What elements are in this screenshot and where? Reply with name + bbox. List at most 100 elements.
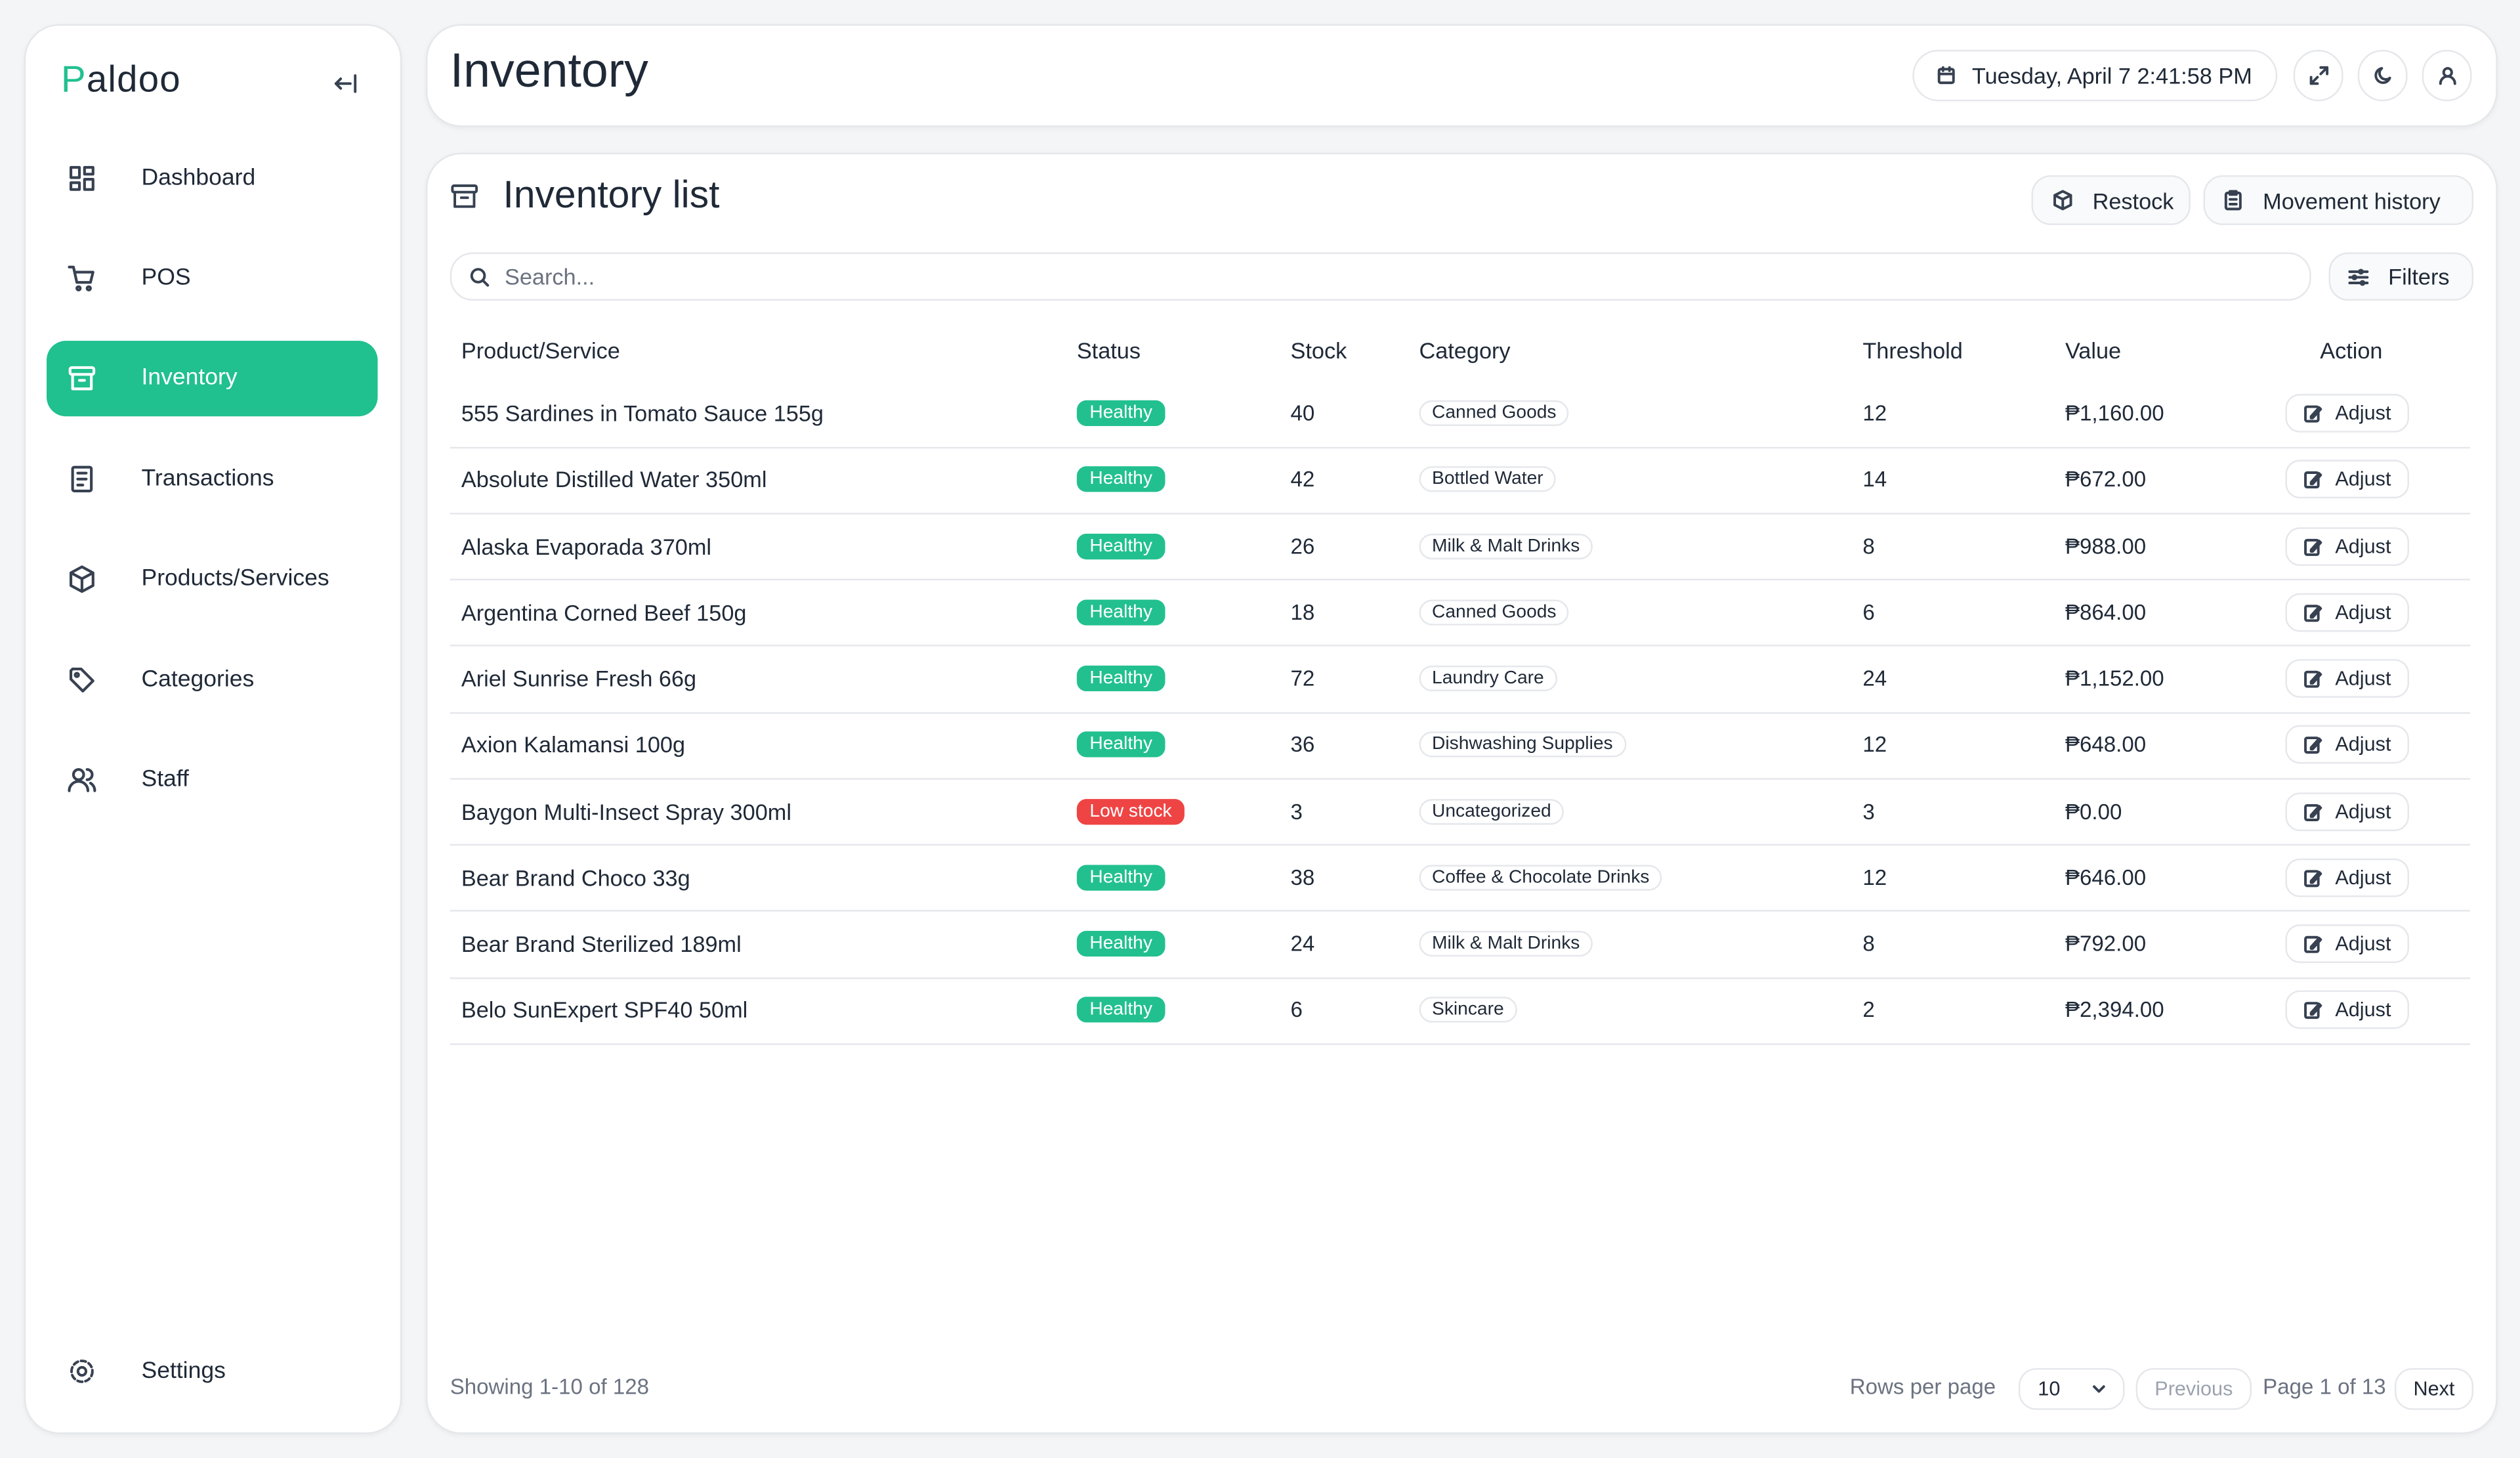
adjust-icon (2304, 1002, 2322, 1019)
nav-item[interactable]: POS (47, 240, 377, 316)
status-badge: Healthy (1076, 997, 1166, 1023)
column-header: Stock (1290, 337, 1347, 364)
adjust-button[interactable]: Adjust (2285, 792, 2409, 830)
adjust-button[interactable]: Adjust (2285, 460, 2409, 499)
previous-button[interactable]: Previous (2135, 1368, 2252, 1410)
product-name: Absolute Distilled Water 350ml (461, 466, 767, 493)
adjust-button[interactable]: Adjust (2285, 725, 2409, 764)
nav-label: Staff (141, 766, 189, 793)
product-name: Belo SunExpert SPF40 50ml (461, 997, 748, 1023)
threshold: 6 (1862, 600, 1875, 624)
category-tag: Skincare (1419, 997, 1517, 1023)
adjust-button[interactable]: Adjust (2285, 924, 2409, 963)
status-badge: Healthy (1076, 930, 1166, 957)
adjust-icon (2304, 604, 2322, 622)
adjust-button[interactable]: Adjust (2285, 659, 2409, 698)
adjust-icon (2304, 737, 2322, 754)
product-name: Baygon Multi-Insect Spray 300ml (461, 798, 791, 825)
adjust-label: Adjust (2335, 601, 2391, 624)
nav-icon (69, 666, 94, 692)
adjust-icon (2304, 538, 2322, 555)
row-divider (450, 1042, 2471, 1045)
nav-icon (69, 565, 94, 593)
rows-per-page-select[interactable]: 10 (2018, 1368, 2125, 1410)
page-indicator: Page 1 of 13 (2263, 1374, 2386, 1399)
status-badge: Healthy (1076, 665, 1166, 692)
product-name: Axion Kalamansi 100g (461, 731, 686, 758)
adjust-label: Adjust (2335, 866, 2391, 889)
status-badge: Low stock (1076, 798, 1185, 825)
theme-button[interactable] (2357, 49, 2408, 102)
adjust-label: Adjust (2335, 534, 2391, 557)
settings-link[interactable]: Settings (47, 1333, 377, 1408)
adjust-button[interactable]: Adjust (2285, 526, 2409, 565)
adjust-label: Adjust (2335, 800, 2391, 823)
status-badge: Healthy (1076, 466, 1166, 493)
category-tag: Milk & Malt Drinks (1419, 532, 1593, 559)
adjust-icon (2304, 803, 2322, 821)
category-tag: Laundry Care (1419, 665, 1557, 692)
fullscreen-button[interactable] (2293, 49, 2343, 102)
nav-item[interactable]: Transactions (47, 440, 377, 516)
value: ₱1,152.00 (2065, 666, 2164, 691)
adjust-icon (2304, 471, 2322, 489)
adjust-icon (2304, 869, 2322, 887)
next-button[interactable]: Next (2394, 1368, 2473, 1410)
search-box[interactable]: Search... (450, 252, 2311, 301)
value: ₱672.00 (2065, 467, 2147, 492)
threshold: 12 (1862, 401, 1887, 425)
adjust-button[interactable]: Adjust (2285, 991, 2409, 1029)
datetime-text: Tuesday, April 7 2:41:58 PM (1971, 62, 2252, 89)
previous-label: Previous (2154, 1377, 2233, 1401)
adjust-label: Adjust (2335, 468, 2391, 491)
category-tag: Uncategorized (1419, 798, 1564, 825)
row-divider (450, 446, 2471, 448)
adjust-button[interactable]: Adjust (2285, 394, 2409, 433)
nav-label: Products/Services (141, 566, 329, 592)
collapse-button[interactable] (333, 71, 358, 96)
adjust-button[interactable]: Adjust (2285, 858, 2409, 897)
row-divider (450, 976, 2471, 979)
page-title: Inventory (450, 45, 648, 98)
stock: 36 (1290, 733, 1315, 757)
product-name: 555 Sardines in Tomato Sauce 155g (461, 400, 824, 426)
category-tag: Canned Goods (1419, 599, 1570, 626)
inventory-panel (425, 152, 2498, 1434)
nav-item[interactable]: Products/Services (47, 541, 377, 616)
nav-item[interactable]: Staff (47, 742, 377, 817)
status-badge: Healthy (1076, 864, 1166, 891)
adjust-label: Adjust (2335, 998, 2391, 1021)
filters-button[interactable]: Filters (2328, 252, 2473, 301)
rows-per-page-label: Rows per page (1849, 1374, 1996, 1399)
threshold: 8 (1862, 932, 1875, 956)
restock-button[interactable]: Restock (2031, 175, 2191, 225)
nav-item[interactable]: Inventory (47, 340, 378, 416)
row-divider (450, 777, 2471, 780)
category-tag: Dishwashing Supplies (1419, 731, 1626, 758)
profile-button[interactable] (2422, 49, 2472, 102)
brand: Paldoo (61, 58, 181, 100)
status-badge: Healthy (1076, 532, 1166, 559)
value: ₱2,394.00 (2065, 998, 2164, 1022)
adjust-label: Adjust (2335, 667, 2391, 690)
stock: 42 (1290, 467, 1315, 492)
adjust-button[interactable]: Adjust (2285, 593, 2409, 632)
nav-item[interactable]: Dashboard (47, 140, 377, 215)
search-placeholder: Search... (504, 263, 595, 289)
category-tag: Milk & Malt Drinks (1419, 930, 1593, 957)
datetime: Tuesday, April 7 2:41:58 PM (1912, 49, 2278, 102)
category-tag: Coffee & Chocolate Drinks (1419, 864, 1663, 891)
adjust-icon (2304, 670, 2322, 688)
restock-label: Restock (2092, 187, 2174, 213)
product-name: Argentina Corned Beef 150g (461, 599, 747, 626)
adjust-label: Adjust (2335, 733, 2391, 756)
adjust-icon (2304, 935, 2322, 953)
nav-item[interactable]: Categories (47, 641, 377, 717)
threshold: 12 (1862, 733, 1887, 757)
movement-history-button[interactable]: Movement history (2203, 175, 2473, 225)
threshold: 14 (1862, 467, 1887, 492)
rows-per-page-value: 10 (2038, 1377, 2061, 1401)
stock: 72 (1290, 666, 1315, 691)
